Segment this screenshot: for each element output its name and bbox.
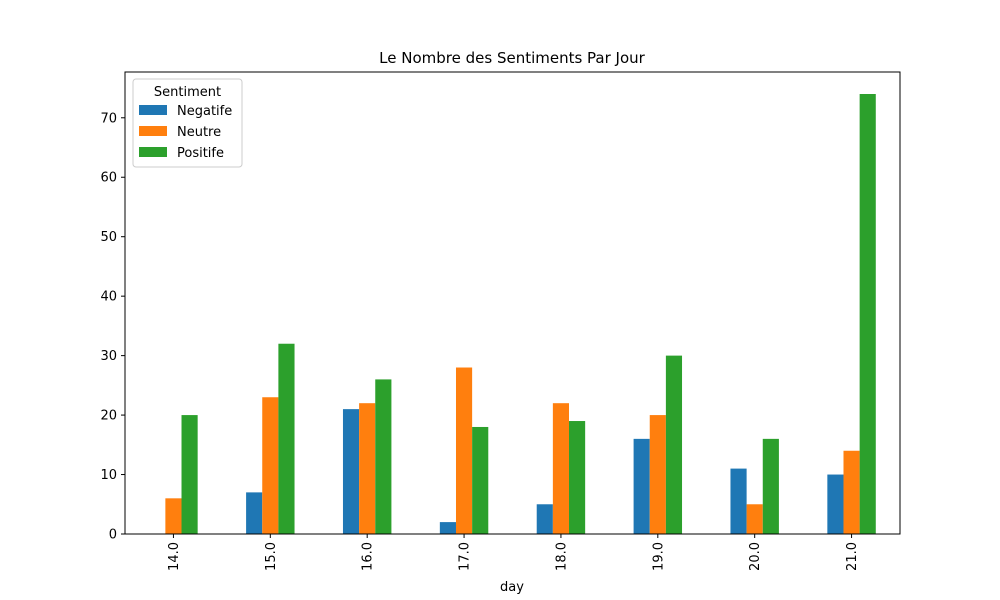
bar-neutre-20.0 [746,504,763,534]
bar-positife-16.0 [375,379,392,534]
bar-neutre-19.0 [649,415,666,534]
legend-swatch-neutre [139,126,167,136]
legend-label-neutre: Neutre [177,125,221,140]
bar-positife-18.0 [569,421,586,534]
y-tick-label: 0 [109,528,117,543]
bar-neutre-17.0 [455,367,473,534]
legend-label-positife: Positife [177,146,224,161]
y-tick-label: 60 [100,171,117,186]
y-tick-label: 70 [100,111,117,126]
bar-positife-14.0 [181,415,198,534]
chart-title: Le Nombre des Sentiments Par Jour [379,49,646,67]
x-axis: 14.0 15.0 16.0 17.0 18.0 19.0 20.0 21.0 [167,534,860,571]
bars-group [165,94,876,534]
legend-box [132,78,243,168]
legend: Sentiment Negatife Neutre Positife [132,78,243,168]
bar-positife-19.0 [665,355,683,534]
x-tick-label: 20.0 [748,542,763,571]
x-tick-label: 15.0 [264,542,279,571]
bar-positife-20.0 [762,438,779,534]
bar-neutre-18.0 [552,403,570,534]
legend-label-negatife: Negatife [177,104,232,119]
legend-swatch-positife [139,147,167,157]
x-tick-label: 17.0 [458,542,473,571]
y-tick-label: 10 [100,468,117,483]
y-tick-label: 30 [100,349,117,364]
y-tick-label: 40 [100,290,117,305]
bar-neutre-21.0 [843,450,860,534]
bar-negatife-16.0 [342,409,360,534]
bar-positife-21.0 [859,94,876,534]
bar-negatife-15.0 [246,492,263,534]
bar-negatife-17.0 [439,522,456,534]
bar-neutre-16.0 [359,403,376,534]
bar-positife-15.0 [278,343,295,534]
x-tick-label: 18.0 [554,542,569,571]
bar-negatife-20.0 [730,468,747,534]
x-tick-label: 19.0 [651,542,666,571]
x-tick-label: 21.0 [845,542,860,571]
x-tick-label: 16.0 [361,542,376,571]
bar-neutre-15.0 [262,397,279,534]
x-tick-label: 14.0 [167,542,182,571]
bar-neutre-14.0 [165,498,182,534]
y-tick-label: 50 [100,230,117,245]
y-tick-label: 20 [100,409,117,424]
bar-positife-17.0 [472,426,489,534]
legend-swatch-negatife [139,105,167,115]
bar-negatife-19.0 [633,438,650,534]
plot-frame [124,71,901,535]
y-axis: 0 10 20 30 40 50 60 70 [100,111,125,543]
legend-title: Sentiment [154,85,221,100]
bar-negatife-18.0 [536,504,553,534]
bar-negatife-21.0 [827,474,844,534]
x-axis-label: day [500,580,524,595]
